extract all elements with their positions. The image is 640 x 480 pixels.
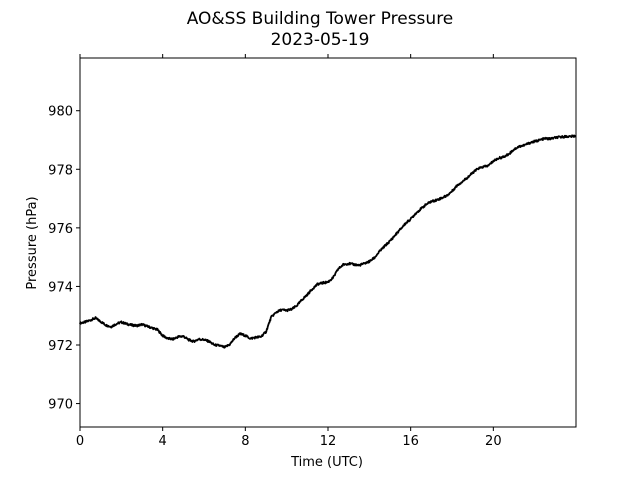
x-tick-label: 4	[159, 434, 167, 449]
chart-subtitle: 2023-05-19	[271, 30, 370, 50]
chart-title: AO&SS Building Tower Pressure	[187, 9, 454, 29]
x-tick-label: 16	[402, 434, 419, 449]
axis-ticks: 0 4 8 12 16 20 970 972 974 976 978 980	[48, 54, 502, 449]
y-tick-label: 974	[48, 280, 73, 295]
series-line-group	[79, 134, 577, 349]
x-tick-label: 8	[241, 434, 249, 449]
y-axis-label: Pressure (hPa)	[25, 196, 40, 289]
x-tick-label: 12	[320, 434, 337, 449]
y-tick-label: 976	[48, 222, 73, 237]
x-tick-label: 0	[76, 434, 84, 449]
y-tick-label: 978	[48, 163, 73, 178]
series-line	[79, 134, 577, 349]
y-tick-label: 970	[48, 398, 73, 413]
x-axis-label: Time (UTC)	[290, 455, 363, 470]
x-tick-label: 20	[485, 434, 502, 449]
y-tick-label: 980	[48, 105, 73, 120]
y-tick-label: 972	[48, 339, 73, 354]
plot-frame	[79, 57, 577, 428]
